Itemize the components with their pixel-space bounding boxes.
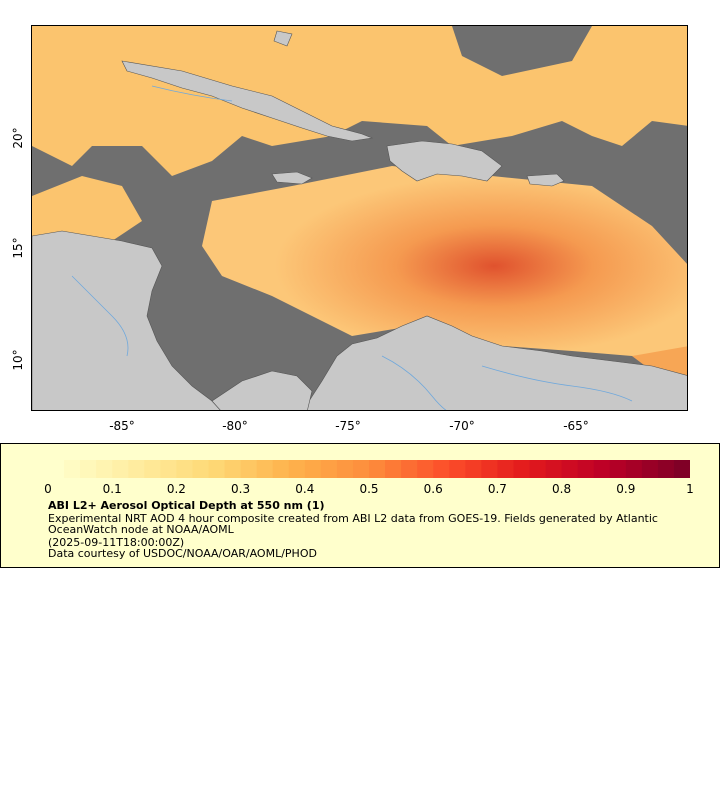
x-tick-label: -70° <box>449 419 475 433</box>
colorbar-segment <box>160 460 177 478</box>
colorbar-segment <box>529 460 547 478</box>
legend-timestamp: (2025-09-11T18:00:00Z) <box>48 536 185 549</box>
colorbar-segment <box>625 460 643 478</box>
colorbar-segment <box>545 460 563 478</box>
colorbar-segment <box>192 460 209 478</box>
colorbar-tick-label: 0.5 <box>359 482 379 496</box>
y-tick-label: 20° <box>11 127 25 149</box>
land-layer <box>32 30 687 410</box>
colorbar-segment <box>320 460 338 478</box>
colorbar-segment <box>48 460 65 478</box>
colorbar-segment <box>128 460 145 478</box>
colorbar-segment <box>609 460 627 478</box>
colorbar-segment <box>304 460 322 478</box>
central-america-landmass <box>32 230 221 410</box>
colorbar <box>48 460 690 478</box>
colorbar-segment <box>64 460 81 478</box>
colorbar-tick-label: 1 <box>686 482 694 496</box>
legend-title: ABI L2+ Aerosol Optical Depth at 550 nm … <box>48 499 325 512</box>
legend-panel: 0 0.1 0.2 0.3 0.4 0.5 0.6 0.7 0.8 0.9 1 ABI L2+ Ae… <box>0 443 720 568</box>
colorbar-tick-label: 0.3 <box>231 482 251 496</box>
colorbar-segment <box>449 460 466 478</box>
cuba-landmass <box>121 60 374 142</box>
legend-credit: Data courtesy of USDOC/NOAA/OAR/AOML/PHO… <box>48 547 317 560</box>
x-tick-label: -85° <box>109 419 135 433</box>
colorbar-tick-label: 0.7 <box>487 482 507 496</box>
colorbar-segment <box>401 460 418 478</box>
colorbar-segment <box>96 460 113 478</box>
colorbar-segment <box>593 460 611 478</box>
colorbar-segment <box>80 460 97 478</box>
map-panel <box>31 25 688 411</box>
colorbar-segment <box>417 460 434 478</box>
colorbar-segment <box>673 460 690 478</box>
colorbar-segment <box>144 460 161 478</box>
colorbar-segment <box>577 460 595 478</box>
panama-landmass <box>211 370 313 410</box>
colorbar-segment <box>336 460 354 478</box>
colorbar-tick-label: 0.2 <box>166 482 186 496</box>
y-tick-label: 15° <box>11 237 25 259</box>
colorbar-segment <box>497 460 514 478</box>
colorbar-segment <box>240 460 258 478</box>
legend-description: Experimental NRT AOD 4 hour composite cr… <box>48 512 658 536</box>
colorbar-segment <box>256 460 274 478</box>
colorbar-segment <box>224 460 242 478</box>
colorbar-segment <box>369 460 386 478</box>
y-tick-label: 10° <box>11 349 25 371</box>
colorbar-segment <box>657 460 675 478</box>
colorbar-segment <box>288 460 306 478</box>
colorbar-segment <box>176 460 193 478</box>
colorbar-segment <box>641 460 659 478</box>
bahamas-landmass <box>273 30 293 47</box>
colorbar-segment <box>433 460 450 478</box>
x-tick-label: -65° <box>563 419 589 433</box>
aod-map <box>32 26 687 410</box>
colorbar-tick-label: 0.9 <box>616 482 636 496</box>
puerto-rico-landmass <box>526 173 565 187</box>
colorbar-segment <box>112 460 129 478</box>
colorbar-segment <box>352 460 370 478</box>
x-tick-label: -80° <box>222 419 248 433</box>
south-america-landmass <box>302 315 687 410</box>
colorbar-tick-label: 0 <box>44 482 52 496</box>
hispaniola-landmass <box>386 140 503 182</box>
colorbar-segment <box>385 460 402 478</box>
colorbar-tick-label: 0.8 <box>552 482 572 496</box>
colorbar-segment <box>513 460 530 478</box>
colorbar-tick-label: 0.6 <box>423 482 443 496</box>
colorbar-segment <box>561 460 579 478</box>
colorbar-segment <box>465 460 482 478</box>
colorbar-segment <box>208 460 226 478</box>
colorbar-tick-label: 0.1 <box>102 482 122 496</box>
rivers-layer <box>71 85 633 410</box>
colorbar-segment <box>481 460 498 478</box>
jamaica-landmass <box>271 171 313 185</box>
colorbar-tick-label: 0.4 <box>295 482 315 496</box>
x-tick-label: -75° <box>335 419 361 433</box>
colorbar-segment <box>272 460 290 478</box>
